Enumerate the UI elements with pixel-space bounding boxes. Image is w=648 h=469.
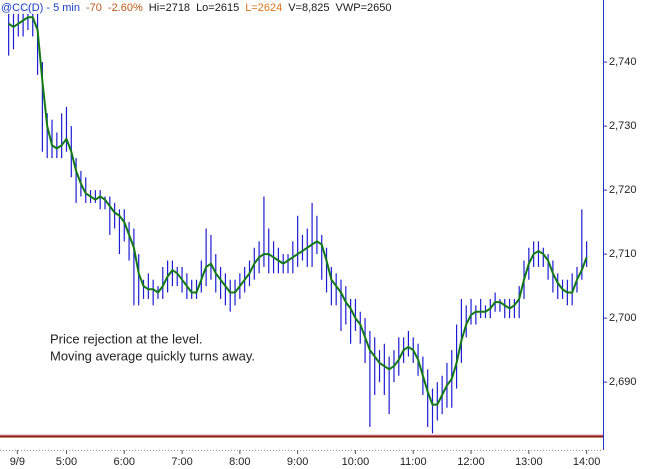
quote-header: @CC(D) - 5 min -70 -2.60% Hi=2718 Lo=2615 L=2… <box>1 2 398 14</box>
header-field: Hi=2718 <box>148 2 191 14</box>
header-field: VWP=2650 <box>335 2 392 14</box>
x-tick-label: 9:00 <box>287 456 308 468</box>
y-tick-label: 2,690 <box>609 376 637 388</box>
y-tick-label: 2,730 <box>609 120 637 132</box>
header-field: V=8,825 <box>288 2 330 14</box>
header-field: L=2624 <box>245 2 283 14</box>
x-tick-label: 8:00 <box>229 456 250 468</box>
x-tick-label: 5:00 <box>56 456 77 468</box>
x-tick-label: 14:00 <box>573 456 601 468</box>
x-tick-label: 9/9 <box>10 456 25 468</box>
moving-average <box>8 16 588 406</box>
x-tick-label: 13:00 <box>515 456 543 468</box>
header-field: -70 <box>86 2 102 14</box>
y-tick-label: 2,700 <box>609 312 637 324</box>
y-tick-label: 2,740 <box>609 56 637 68</box>
annotation: Price rejection at the level. <box>50 331 202 346</box>
header-field: -2.60% <box>107 2 143 14</box>
x-tick-label: 7:00 <box>171 456 192 468</box>
x-tick-label: 6:00 <box>114 456 135 468</box>
y-tick-label: 2,710 <box>609 248 637 260</box>
x-tick-label: 12:00 <box>457 456 485 468</box>
x-tick-label: 10:00 <box>342 456 370 468</box>
header-field: @CC(D) - 5 min <box>1 2 80 14</box>
header-field: Lo=2615 <box>196 2 240 14</box>
annotation: Moving average quickly turns away. <box>50 348 255 363</box>
y-tick-label: 2,720 <box>609 184 637 196</box>
x-tick-label: 11:00 <box>400 456 427 468</box>
